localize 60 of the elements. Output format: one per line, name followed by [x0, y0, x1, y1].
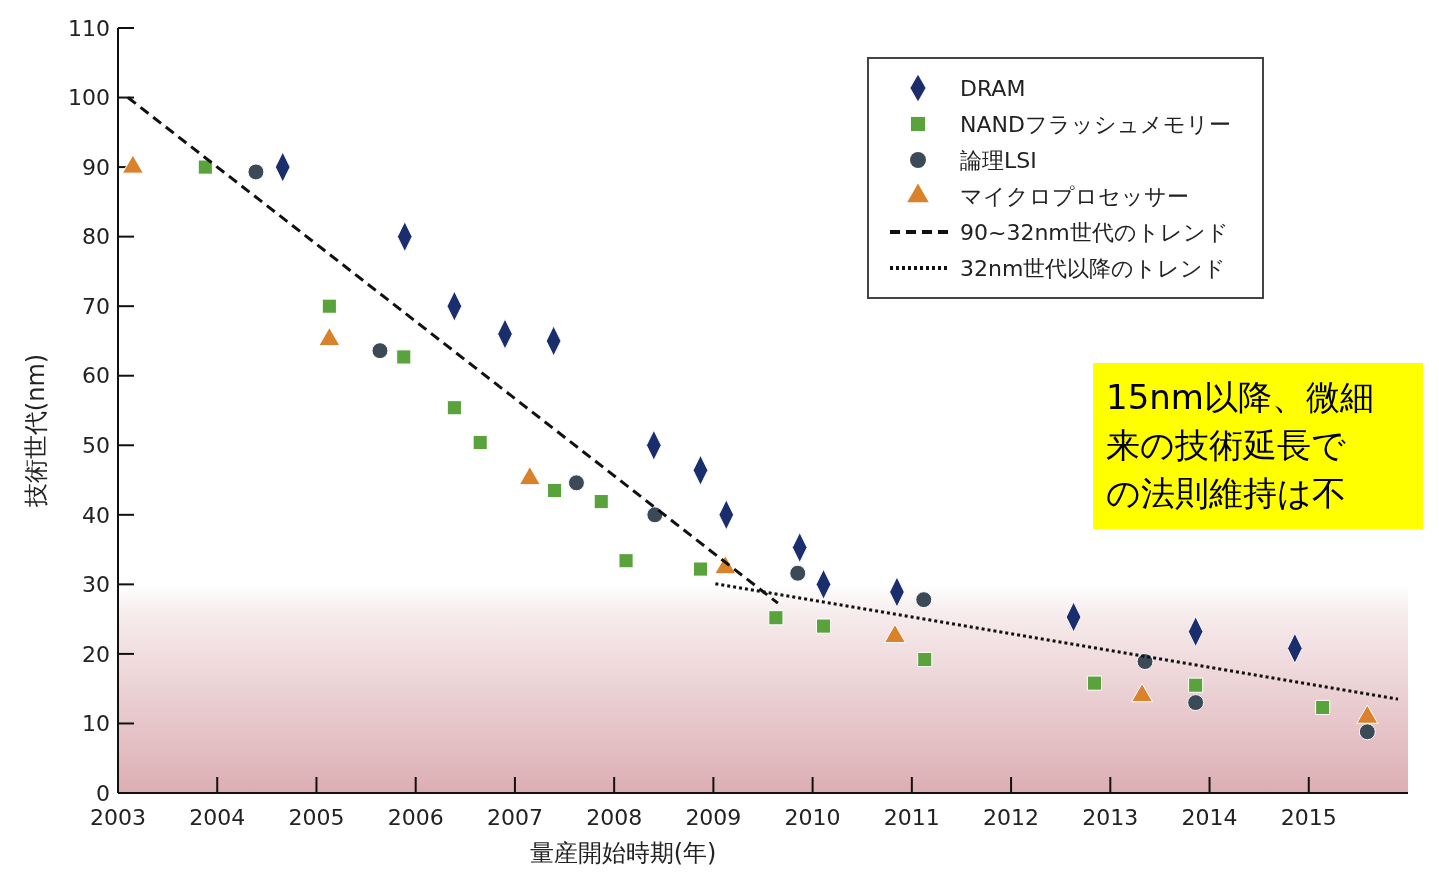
- y-tick-label: 10: [82, 711, 110, 737]
- point: [618, 553, 634, 569]
- point: [1315, 699, 1331, 716]
- point: [815, 618, 832, 634]
- x-tick-label: 2012: [983, 805, 1040, 830]
- annotation: の法則維持は不: [1106, 473, 1346, 513]
- x-tick-label: 2014: [1181, 805, 1238, 830]
- point: [197, 159, 213, 175]
- y-tick-label: 80: [82, 224, 110, 250]
- y-tick-label: 110: [68, 15, 110, 41]
- point: [917, 651, 933, 668]
- point: [1187, 694, 1205, 712]
- point: [1358, 723, 1376, 741]
- y-tick-label: 30: [82, 572, 110, 598]
- x-tick-label: 2007: [486, 805, 543, 830]
- annotation: 15nm以降、微細: [1106, 377, 1374, 417]
- point: [789, 564, 807, 582]
- y-tick-label: 20: [82, 641, 110, 667]
- point: [321, 298, 337, 314]
- point: [547, 482, 563, 499]
- x-tick-label: 2013: [1082, 805, 1139, 830]
- legend-label: NANDフラッシュメモリー: [960, 111, 1231, 137]
- point: [247, 163, 265, 181]
- x-tick-label: 2008: [586, 805, 643, 830]
- y-tick-label: 40: [82, 502, 110, 528]
- point: [692, 561, 709, 577]
- x-tick-label: 2009: [685, 805, 742, 830]
- annotation: 来の技術延長で: [1106, 425, 1346, 465]
- point: [1086, 675, 1102, 691]
- point: [371, 342, 389, 360]
- point: [915, 591, 933, 609]
- y-tick-label: 50: [82, 432, 110, 458]
- x-axis-title: 量産開始時期(年): [529, 839, 717, 867]
- x-tick-label: 2004: [189, 805, 246, 830]
- point: [472, 434, 488, 451]
- point: [446, 400, 462, 416]
- point: [1136, 653, 1154, 671]
- point: [646, 506, 664, 524]
- legend-label: マイクロプロセッサー: [960, 183, 1189, 209]
- point: [593, 494, 609, 510]
- y-tick-label: 60: [82, 363, 110, 389]
- point: [567, 474, 585, 492]
- point: [396, 349, 412, 365]
- y-tick-label: 70: [82, 293, 110, 319]
- x-tick-label: 2015: [1280, 805, 1337, 830]
- y-tick-label: 90: [82, 154, 110, 180]
- point: [768, 610, 784, 626]
- x-tick-label: 2010: [784, 805, 841, 830]
- y-axis-title: 技術世代(nm): [22, 353, 50, 509]
- legend-label: 32nm世代以降のトレンド: [960, 255, 1227, 281]
- legend-label: 論理LSI: [960, 147, 1037, 173]
- y-tick-label: 0: [96, 780, 110, 806]
- x-tick-label: 2005: [288, 805, 345, 830]
- x-tick-label: 2006: [387, 805, 444, 830]
- x-tick-label: 2011: [883, 805, 940, 830]
- x-tick-label: 2003: [90, 805, 146, 830]
- legend-label: 90~32nm世代のトレンド: [960, 219, 1229, 245]
- point: [1188, 677, 1204, 693]
- legend-label: DRAM: [960, 75, 1026, 101]
- y-tick-label: 100: [68, 85, 110, 111]
